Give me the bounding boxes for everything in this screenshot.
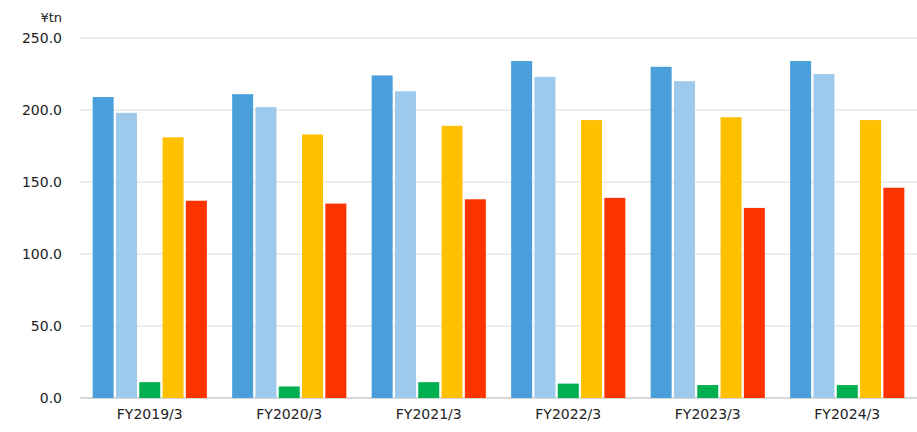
- bar: [790, 61, 811, 398]
- x-tick-label: FY2023/3: [675, 406, 741, 422]
- y-tick-label: 150.0: [22, 174, 62, 190]
- bar: [442, 126, 463, 398]
- x-tick-label: FY2024/3: [814, 406, 880, 422]
- bar: [581, 120, 602, 398]
- bar: [325, 204, 346, 398]
- bar: [721, 117, 742, 398]
- bar: [279, 386, 300, 398]
- y-tick-label: 200.0: [22, 102, 62, 118]
- bar: [186, 201, 207, 398]
- grid-line: [80, 38, 917, 39]
- x-tick-label: FY2022/3: [535, 406, 601, 422]
- x-tick-label: FY2021/3: [396, 406, 462, 422]
- bar: [674, 81, 695, 398]
- bar: [744, 208, 765, 398]
- y-tick-label: 250.0: [22, 30, 62, 46]
- bar: [860, 120, 881, 398]
- grid: [80, 38, 917, 398]
- x-tick-label: FY2020/3: [256, 406, 322, 422]
- bar: [558, 384, 579, 398]
- y-tick-label: 100.0: [22, 246, 62, 262]
- bar: [651, 67, 672, 398]
- bar: [93, 97, 114, 398]
- bar: [372, 75, 393, 398]
- bar: [302, 134, 323, 398]
- bar: [255, 107, 276, 398]
- bars: [93, 61, 905, 398]
- bar: [418, 382, 439, 398]
- bar: [534, 77, 555, 398]
- bar: [813, 74, 834, 398]
- chart-container: 0.0 50.0 100.0 150.0 200.0 250.0 ¥tn FY2019/3 FY…: [0, 0, 917, 432]
- y-tick-label: 50.0: [31, 318, 62, 334]
- bar: [465, 199, 486, 398]
- bar: [139, 382, 160, 398]
- bar: [837, 385, 858, 398]
- bar: [163, 137, 184, 398]
- bar: [116, 113, 137, 398]
- bar: [604, 198, 625, 398]
- bar: [883, 188, 904, 398]
- bar: [232, 94, 253, 398]
- chart-svg: 0.0 50.0 100.0 150.0 200.0 250.0 ¥tn FY2019/3 FY…: [0, 0, 917, 432]
- y-tick-label: 0.0: [40, 390, 62, 406]
- y-axis-label: ¥tn: [40, 10, 62, 25]
- bar: [395, 91, 416, 398]
- bar: [511, 61, 532, 398]
- x-tick-label: FY2019/3: [117, 406, 183, 422]
- bar: [697, 385, 718, 398]
